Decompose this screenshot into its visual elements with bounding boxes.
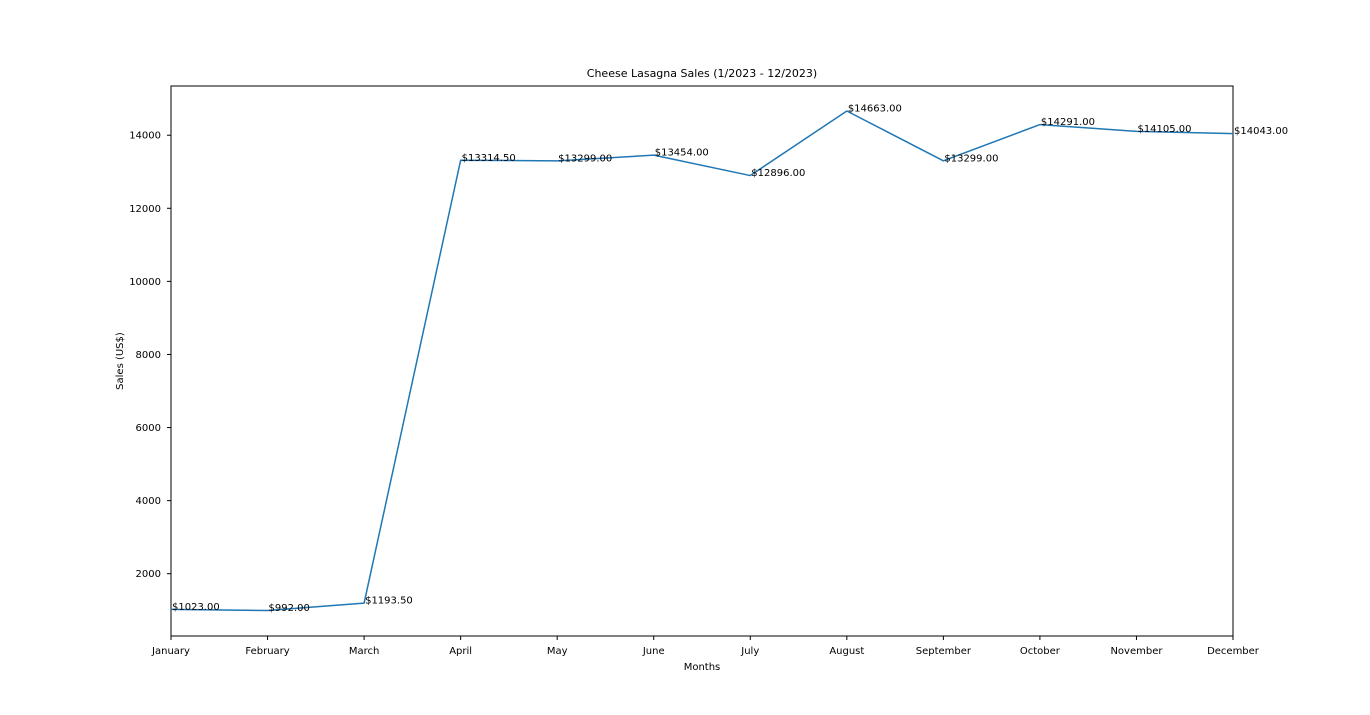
y-tick-label: 10000: [129, 277, 161, 288]
x-tick-label: November: [1110, 646, 1163, 657]
x-tick-label: January: [151, 646, 190, 657]
y-tick-label: 12000: [129, 204, 161, 215]
data-label: $14043.00: [1234, 126, 1288, 137]
y-axis-label: Sales (US$): [115, 332, 126, 390]
x-axis-label: Months: [684, 662, 721, 673]
x-tick-label: July: [740, 646, 759, 657]
data-label: $13299.00: [944, 153, 998, 164]
y-axis: 2000 4000 6000 8000 10000 12000 14000: [129, 131, 171, 580]
x-tick-label: August: [829, 646, 864, 657]
sales-series-line: [170, 110, 1234, 612]
x-tick-label: October: [1020, 646, 1061, 657]
y-tick-label: 2000: [136, 569, 161, 580]
y-tick-label: 6000: [136, 423, 161, 434]
data-label: $14663.00: [848, 103, 902, 114]
data-label: $12896.00: [751, 168, 805, 179]
data-label: $1193.50: [365, 596, 413, 607]
data-label: $992.00: [269, 603, 310, 614]
x-tick-label: September: [916, 646, 972, 657]
y-tick-label: 14000: [129, 131, 161, 142]
x-tick-label: May: [547, 646, 568, 657]
y-tick-label: 8000: [136, 350, 161, 361]
x-tick-label: June: [642, 646, 665, 657]
data-label: $13314.50: [462, 153, 516, 164]
data-label: $13299.00: [558, 153, 612, 164]
x-axis: January February March April May June July Augu…: [151, 636, 1260, 657]
data-label: $13454.00: [655, 148, 709, 159]
plot-area-frame: [170, 85, 1234, 637]
data-label: $1023.00: [172, 602, 220, 613]
x-tick-label: April: [449, 646, 472, 657]
x-tick-label: March: [349, 646, 379, 657]
data-labels: $1023.00 $992.00 $1193.50 $13314.50 $13299.0…: [172, 103, 1288, 614]
chart-title: Cheese Lasagna Sales (1/2023 - 12/2023): [587, 67, 817, 80]
y-tick-label: 4000: [136, 496, 161, 507]
x-tick-label: December: [1207, 646, 1260, 657]
x-tick-label: February: [245, 646, 289, 657]
data-label: $14291.00: [1041, 117, 1095, 128]
data-label: $14105.00: [1137, 124, 1191, 135]
